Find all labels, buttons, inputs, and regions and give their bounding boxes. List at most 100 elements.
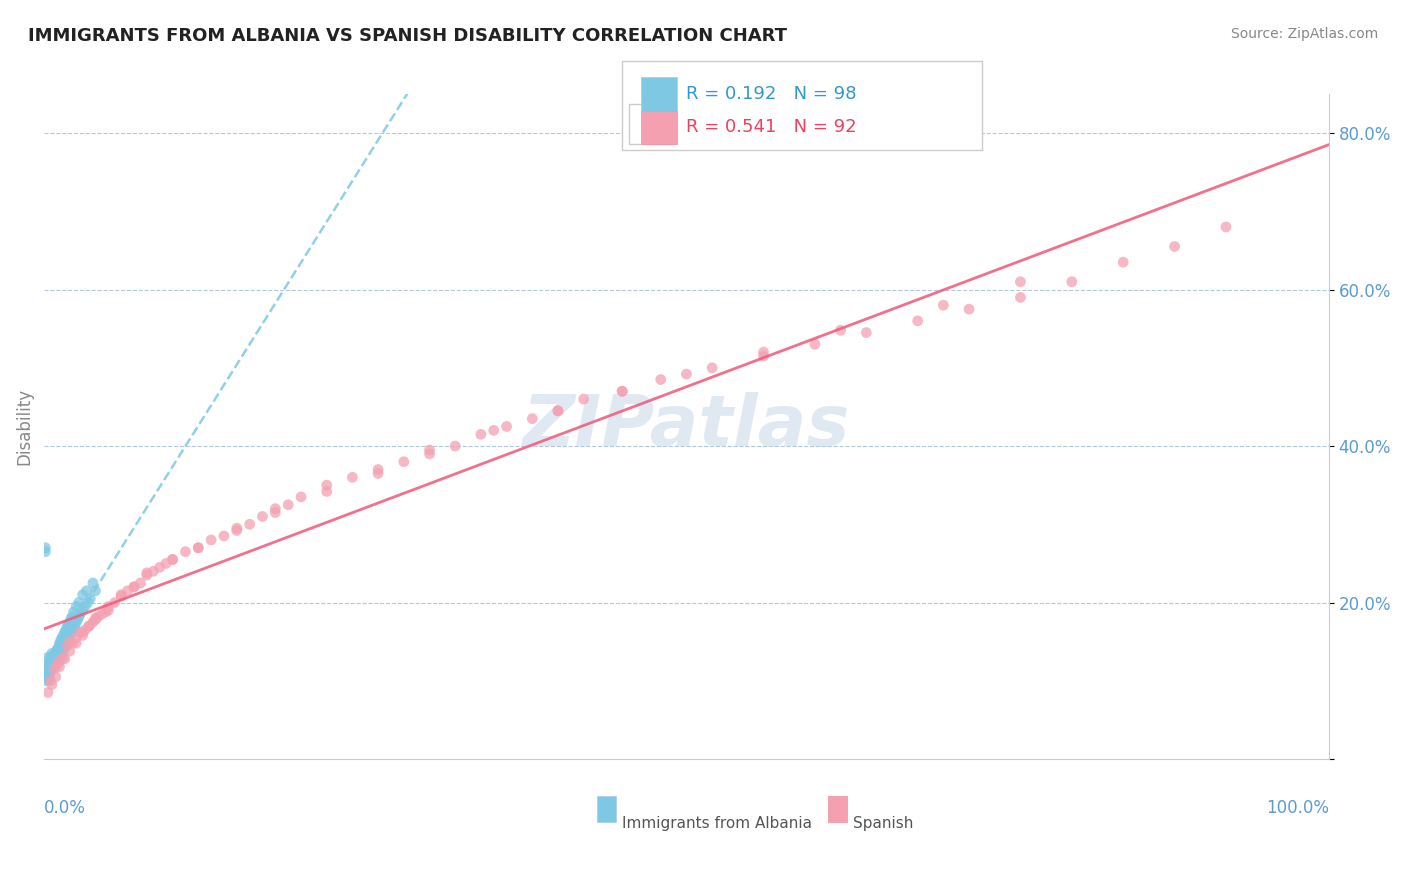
Point — [44, 654, 66, 668]
Point — [612, 384, 634, 399]
Point — [142, 564, 165, 578]
Point — [522, 411, 544, 425]
Text: Source: ZipAtlas.com: Source: ZipAtlas.com — [1230, 27, 1378, 41]
Point — [907, 314, 929, 328]
Text: R = 0.192   N = 98: R = 0.192 N = 98 — [686, 85, 856, 103]
Point — [41, 659, 63, 673]
Point — [162, 552, 184, 566]
Point — [135, 568, 157, 582]
Point — [48, 646, 70, 660]
Point — [42, 654, 65, 668]
Point — [72, 603, 94, 617]
Point — [72, 625, 94, 640]
Point — [56, 639, 79, 653]
Point — [418, 442, 440, 457]
Point — [41, 652, 63, 666]
Point — [69, 625, 91, 640]
Point — [69, 607, 91, 622]
Point — [46, 642, 69, 657]
Point — [60, 627, 83, 641]
Point — [60, 611, 83, 625]
Point — [67, 609, 90, 624]
Point — [39, 657, 62, 671]
Point — [44, 652, 66, 666]
Point — [122, 580, 145, 594]
Point — [41, 657, 63, 671]
FancyBboxPatch shape — [828, 796, 846, 822]
Point — [612, 384, 634, 399]
Point — [97, 603, 120, 617]
Point — [290, 490, 312, 504]
Point — [58, 631, 80, 645]
Y-axis label: Disability: Disability — [15, 388, 32, 465]
Point — [60, 636, 83, 650]
Point — [932, 298, 955, 312]
Point — [252, 509, 274, 524]
Point — [110, 588, 132, 602]
Point — [55, 623, 77, 637]
Point — [52, 650, 75, 665]
Point — [38, 659, 60, 673]
Point — [239, 517, 262, 532]
Point — [264, 506, 287, 520]
Point — [82, 576, 104, 591]
Point — [44, 648, 66, 663]
Point — [572, 392, 595, 406]
Point — [38, 658, 60, 673]
Point — [39, 650, 62, 665]
Point — [200, 533, 222, 547]
Point — [342, 470, 364, 484]
Point — [84, 583, 107, 598]
Text: 0.0%: 0.0% — [44, 799, 86, 817]
Point — [53, 625, 76, 640]
Point — [41, 678, 63, 692]
Point — [77, 619, 100, 633]
Point — [1010, 275, 1032, 289]
Point — [63, 619, 86, 633]
Point — [264, 501, 287, 516]
Point — [59, 634, 82, 648]
Point — [39, 673, 62, 688]
Point — [42, 657, 65, 671]
Point — [42, 652, 65, 666]
Point — [174, 544, 197, 558]
Point — [38, 665, 60, 679]
Point — [42, 648, 65, 663]
Point — [392, 455, 415, 469]
Point — [65, 636, 87, 650]
Point — [48, 650, 70, 665]
Point — [418, 447, 440, 461]
Point — [62, 605, 84, 619]
Point — [35, 673, 58, 688]
Point — [700, 360, 723, 375]
Point — [90, 607, 112, 622]
Point — [1215, 219, 1237, 234]
Point — [49, 633, 72, 648]
Point — [48, 654, 70, 668]
Point — [44, 658, 66, 673]
Point — [65, 615, 87, 629]
Point — [482, 424, 505, 438]
Point — [39, 657, 62, 671]
Point — [39, 662, 62, 676]
Point — [37, 665, 59, 680]
Point — [46, 644, 69, 658]
Point — [45, 670, 67, 684]
Point — [46, 652, 69, 666]
Point — [957, 302, 980, 317]
Point — [225, 521, 247, 535]
Text: ZIPatlas: ZIPatlas — [523, 392, 851, 461]
Point — [752, 345, 775, 359]
Point — [1060, 275, 1083, 289]
Point — [39, 665, 62, 679]
Point — [65, 631, 87, 645]
Point — [55, 636, 77, 650]
Point — [315, 478, 337, 492]
Point — [117, 583, 139, 598]
Point — [72, 588, 94, 602]
Point — [110, 589, 132, 603]
Point — [75, 623, 97, 637]
Point — [38, 654, 60, 668]
Point — [315, 484, 337, 499]
FancyBboxPatch shape — [641, 78, 678, 111]
